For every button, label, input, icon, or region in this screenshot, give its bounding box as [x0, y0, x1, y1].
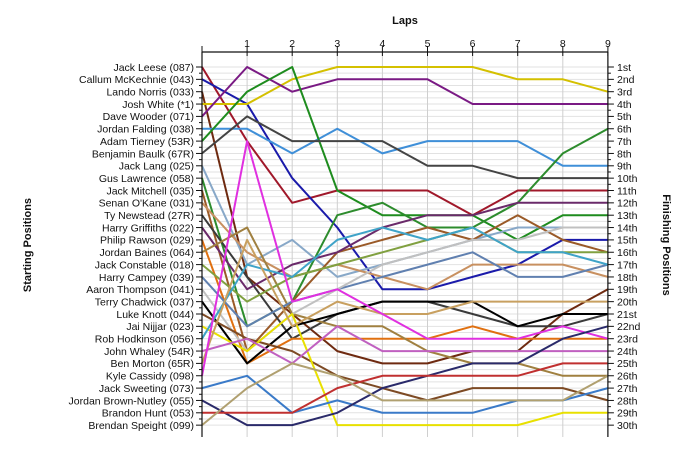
finishing-label: 20th	[617, 296, 638, 308]
finishing-label: 1st	[617, 62, 631, 74]
starting-label: Aaron Thompson (041)	[86, 284, 194, 296]
starting-label: Jack Constable (018)	[95, 259, 194, 271]
finishing-label: 25th	[617, 358, 638, 370]
right-axis-title: Finishing Positions	[660, 194, 672, 295]
finishing-label: 10th	[617, 173, 638, 185]
starting-label: Harry Griffiths (022)	[102, 222, 194, 234]
series-line	[201, 362, 609, 426]
finishing-label: 27th	[617, 383, 638, 395]
series-line	[201, 251, 609, 328]
series-line	[201, 201, 608, 291]
starting-label: Jack Sweeting (073)	[99, 383, 194, 395]
starting-label: Jack Leese (087)	[113, 62, 194, 74]
starting-label: Dave Wooder (071)	[103, 111, 194, 123]
series-line	[202, 66, 609, 105]
finishing-label: 2nd	[617, 74, 635, 86]
left-axis-title: Starting Positions	[22, 198, 34, 292]
lap-tick-label: 7	[515, 38, 521, 50]
starting-label: Brendan Speight (099)	[88, 420, 194, 432]
starting-label: Josh White (*1)	[122, 99, 194, 111]
starting-label: Jordan Baines (064)	[99, 247, 194, 259]
x-tick-labels: 1 2 3 4 5 6 7 8 9	[244, 38, 611, 50]
lap-tick-label: 8	[560, 38, 566, 50]
lap-tick-label: 2	[289, 38, 295, 50]
x-axis-title: Laps	[392, 15, 418, 27]
finishing-label: 17th	[617, 259, 638, 271]
starting-label: Ben Morton (65R)	[111, 358, 194, 370]
series-line	[201, 313, 608, 427]
starting-label: Jack Lang (025)	[119, 161, 194, 173]
starting-label: Gus Lawrence (058)	[99, 173, 194, 185]
lap-tick-label: 9	[605, 38, 611, 50]
finishing-label: 22nd	[617, 321, 641, 333]
finishing-label: 7th	[617, 136, 632, 148]
starting-label: John Whaley (54R)	[104, 346, 194, 358]
lap-tick-label: 1	[244, 38, 250, 50]
starting-labels: Jack Leese (087)Callum McKechnie (043)La…	[69, 62, 194, 432]
starting-label: Callum McKechnie (043)	[79, 74, 194, 86]
lap-tick-label: 4	[379, 38, 385, 50]
finishing-label: 13th	[617, 210, 638, 222]
starting-label: Rob Hodkinson (056)	[95, 334, 194, 346]
starting-label: Senan O'Kane (031)	[99, 198, 194, 210]
starting-label: Philip Rawson (029)	[100, 235, 194, 247]
finishing-label: 16th	[617, 247, 638, 259]
series-line	[201, 202, 609, 291]
starting-label: Jordan Brown-Nutley (055)	[69, 395, 194, 407]
series-line	[201, 66, 608, 217]
lap-tick-label: 3	[334, 38, 340, 50]
series-lines	[201, 66, 609, 427]
series-line	[201, 140, 609, 376]
series-line	[201, 226, 609, 340]
series-line	[201, 325, 609, 427]
starting-label: Benjamin Baulk (67R)	[92, 148, 194, 160]
finishing-label: 21st	[617, 309, 637, 321]
series-line	[201, 238, 608, 364]
starting-label: Adam Tierney (53R)	[100, 136, 194, 148]
finishing-label: 18th	[617, 272, 638, 284]
finishing-label: 28th	[617, 395, 638, 407]
finishing-label: 3rd	[617, 87, 632, 99]
lap-tick-label: 5	[425, 38, 431, 50]
starting-label: Luke Knott (044)	[116, 309, 194, 321]
starting-label: Ty Newstead (27R)	[104, 210, 194, 222]
starting-label: Jack Mitchell (035)	[106, 185, 194, 197]
finishing-label: 29th	[617, 408, 638, 420]
finishing-label: 9th	[617, 161, 632, 173]
starting-label: Harry Campey (039)	[99, 272, 194, 284]
axes	[196, 46, 614, 437]
finishing-label: 15th	[617, 235, 638, 247]
starting-label: Brandon Hunt (053)	[102, 408, 194, 420]
lap-tick-label: 6	[470, 38, 476, 50]
finishing-label: 26th	[617, 371, 638, 383]
starting-label: Kyle Cassidy (098)	[106, 371, 194, 383]
finishing-label: 6th	[617, 124, 632, 136]
series-line	[202, 362, 608, 414]
finishing-labels: 1st2nd3rd4th5th6th7th8th9th10th11th12th1…	[617, 62, 641, 432]
finishing-label: 11th	[617, 185, 637, 197]
series-line	[202, 127, 608, 167]
finishing-label: 5th	[617, 111, 632, 123]
starting-label: Jai Nijjar (023)	[126, 321, 194, 333]
finishing-label: 24th	[617, 346, 638, 358]
starting-label: Lando Norris (033)	[106, 87, 194, 99]
series-line	[201, 313, 609, 402]
finishing-label: 19th	[617, 284, 638, 296]
finishing-label: 14th	[617, 222, 638, 234]
finishing-label: 4th	[617, 99, 632, 111]
starting-label: Terry Chadwick (037)	[95, 296, 194, 308]
finishing-label: 30th	[617, 420, 638, 432]
finishing-label: 12th	[617, 198, 638, 210]
finishing-label: 23rd	[617, 334, 638, 346]
starting-label: Jordan Falding (038)	[97, 124, 194, 136]
finishing-label: 8th	[617, 148, 632, 160]
